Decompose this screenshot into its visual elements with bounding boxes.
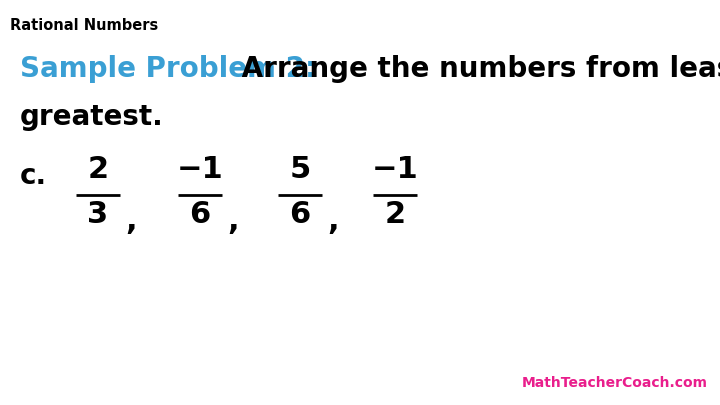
Text: ,: , bbox=[125, 207, 137, 236]
Text: ,: , bbox=[227, 207, 238, 236]
Text: 2: 2 bbox=[87, 155, 109, 184]
Text: −1: −1 bbox=[176, 155, 223, 184]
Text: 5: 5 bbox=[289, 155, 310, 184]
Text: 2: 2 bbox=[384, 200, 405, 229]
Text: c.: c. bbox=[20, 162, 47, 190]
Text: Rational Numbers: Rational Numbers bbox=[10, 18, 158, 33]
Text: 6: 6 bbox=[189, 200, 211, 229]
Text: −1: −1 bbox=[372, 155, 418, 184]
Text: 6: 6 bbox=[289, 200, 310, 229]
Text: greatest.: greatest. bbox=[20, 103, 163, 131]
Text: Arrange the numbers from least to: Arrange the numbers from least to bbox=[232, 55, 720, 83]
Text: Sample Problem 2:: Sample Problem 2: bbox=[20, 55, 316, 83]
Text: MathTeacherCoach.com: MathTeacherCoach.com bbox=[522, 376, 708, 390]
Text: ,: , bbox=[327, 207, 338, 236]
Text: 3: 3 bbox=[87, 200, 109, 229]
